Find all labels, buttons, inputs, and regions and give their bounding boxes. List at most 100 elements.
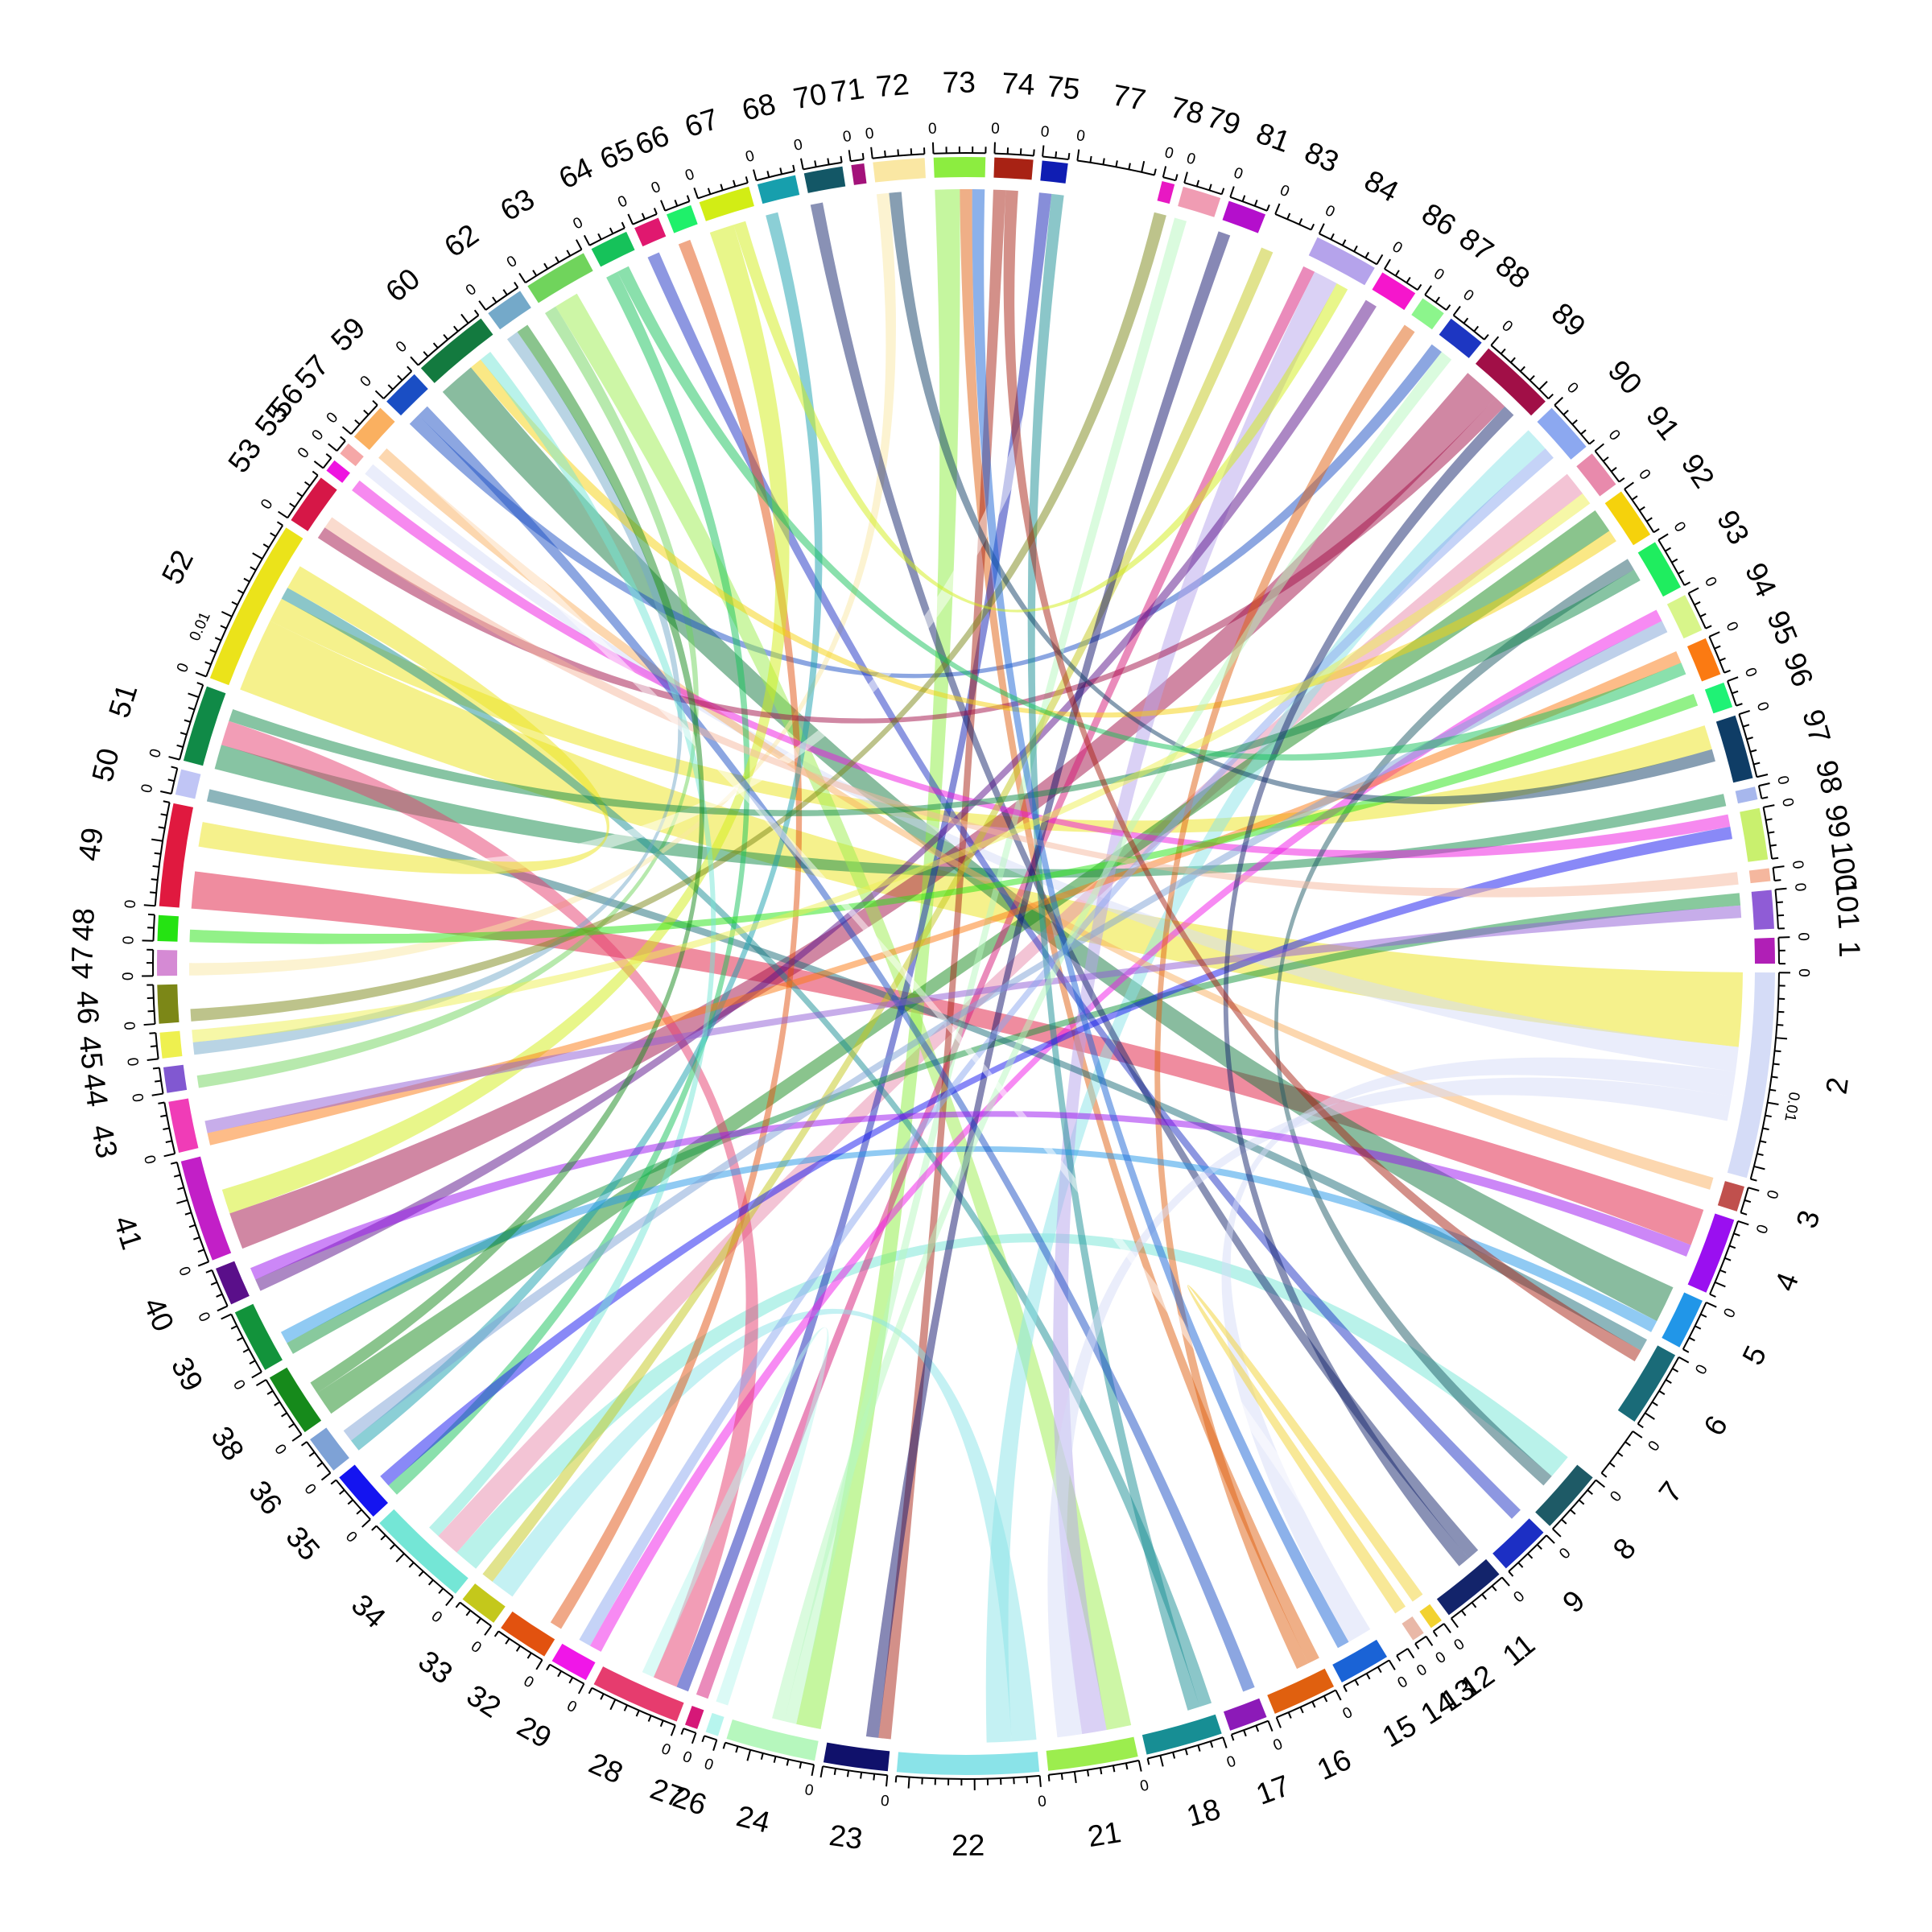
sector-label-78: 78 — [1167, 90, 1208, 130]
axis-tick — [1682, 1348, 1690, 1353]
sector-label-23: 23 — [828, 1818, 865, 1856]
sector-block-41 — [180, 1156, 232, 1261]
axis-tick — [566, 250, 572, 257]
sector-block-99 — [1740, 807, 1769, 862]
sector-block-60 — [420, 318, 493, 383]
chord-link-49-4 — [191, 871, 1704, 1245]
sector-label-63: 63 — [494, 182, 539, 227]
axis-tick — [600, 1693, 605, 1700]
chord-link-4-40 — [250, 1111, 1691, 1280]
axis-tick — [1595, 1479, 1606, 1488]
tick-label: 0 — [147, 747, 165, 760]
axis-tick — [1732, 690, 1739, 695]
tick-label: 0 — [659, 1739, 673, 1757]
sector-block-49 — [159, 803, 194, 908]
axis-tick — [427, 1579, 434, 1586]
sector-axis-27 — [683, 1728, 696, 1734]
axis-tick — [168, 756, 180, 761]
axis-tick — [432, 342, 439, 349]
axis-tick — [143, 1023, 155, 1026]
sector-block-34 — [379, 1509, 469, 1594]
axis-tick — [1484, 334, 1489, 341]
axis-tick — [1769, 844, 1777, 847]
axis-tick — [217, 1305, 229, 1312]
sector-axis-39 — [230, 1314, 262, 1373]
sector-block-71 — [851, 163, 867, 185]
axis-tick — [627, 213, 634, 225]
axis-tick — [196, 682, 204, 686]
sector-label-95: 95 — [1761, 606, 1804, 650]
axis-tick — [1632, 1430, 1643, 1439]
axis-tick — [473, 309, 480, 316]
axis-tick — [1323, 1695, 1328, 1703]
axis-tick — [397, 374, 403, 382]
axis-tick — [1672, 1368, 1679, 1373]
axis-tick — [1253, 200, 1258, 207]
axis-tick — [532, 270, 538, 277]
sector-axis-100 — [1772, 867, 1776, 881]
axis-tick — [250, 566, 257, 572]
axis-tick — [518, 272, 526, 283]
sector-axis-101 — [1774, 889, 1779, 929]
sector-label-71: 71 — [829, 72, 866, 109]
tick-label: 0 — [1670, 519, 1688, 535]
tick-label: 0 — [1413, 1660, 1429, 1678]
axis-tick — [568, 1677, 574, 1684]
sector-block-48 — [157, 914, 179, 942]
sector-block-70 — [803, 166, 846, 193]
axis-tick — [1739, 709, 1750, 716]
axis-tick — [1038, 1775, 1042, 1787]
axis-tick — [1657, 533, 1669, 541]
tick-label: 0 — [429, 1607, 446, 1625]
axis-tick — [1699, 613, 1707, 617]
axis-tick — [143, 904, 155, 907]
tick-label: 0 — [122, 899, 140, 909]
axis-tick — [184, 719, 191, 723]
axis-tick — [1639, 506, 1645, 511]
axis-tick — [1491, 1585, 1497, 1591]
axis-tick — [1777, 1024, 1784, 1026]
axis-tick — [1209, 1740, 1214, 1748]
sector-block-3 — [1717, 1181, 1744, 1212]
chord-link-12-13 — [1187, 1285, 1423, 1614]
axis-tick — [1311, 1701, 1316, 1708]
axis-tick — [1773, 865, 1785, 869]
axis-tick — [249, 1360, 256, 1364]
axis-tick — [1547, 393, 1554, 399]
sector-block-24 — [726, 1719, 819, 1761]
axis-tick — [407, 365, 413, 372]
axis-tick — [1767, 1101, 1779, 1105]
axis-tick — [1243, 1729, 1247, 1737]
sector-block-101 — [1751, 890, 1774, 930]
axis-tick — [476, 1617, 481, 1624]
sector-label-67: 67 — [681, 102, 723, 143]
sector-label-46: 46 — [70, 990, 105, 1025]
axis-tick — [1197, 1744, 1201, 1752]
axis-tick — [1450, 1617, 1459, 1629]
tick-label: 0 — [343, 1527, 361, 1545]
axis-tick — [313, 460, 324, 469]
axis-tick — [1377, 1666, 1382, 1674]
sector-block-79 — [1178, 186, 1221, 217]
axis-tick — [1353, 245, 1358, 252]
axis-tick — [1414, 1643, 1420, 1650]
tick-label: 0 — [1431, 1647, 1448, 1666]
axis-tick — [1435, 296, 1440, 303]
axis-tick — [1364, 251, 1370, 258]
sector-label-83: 83 — [1300, 135, 1344, 179]
axis-tick — [505, 1638, 510, 1645]
axis-tick — [1099, 1767, 1103, 1775]
sector-label-35: 35 — [279, 1520, 326, 1567]
axis-tick — [1026, 1777, 1029, 1784]
sector-block-5 — [1662, 1292, 1703, 1348]
axis-tick — [1500, 348, 1506, 355]
sector-label-15: 15 — [1377, 1709, 1422, 1754]
axis-tick — [848, 150, 852, 162]
axis-tick — [1047, 1774, 1051, 1781]
sector-block-67 — [699, 186, 754, 221]
axis-tick — [1490, 336, 1500, 346]
axis-tick — [372, 399, 378, 406]
axis-tick — [1645, 1412, 1655, 1420]
sector-block-22 — [896, 1751, 1040, 1776]
